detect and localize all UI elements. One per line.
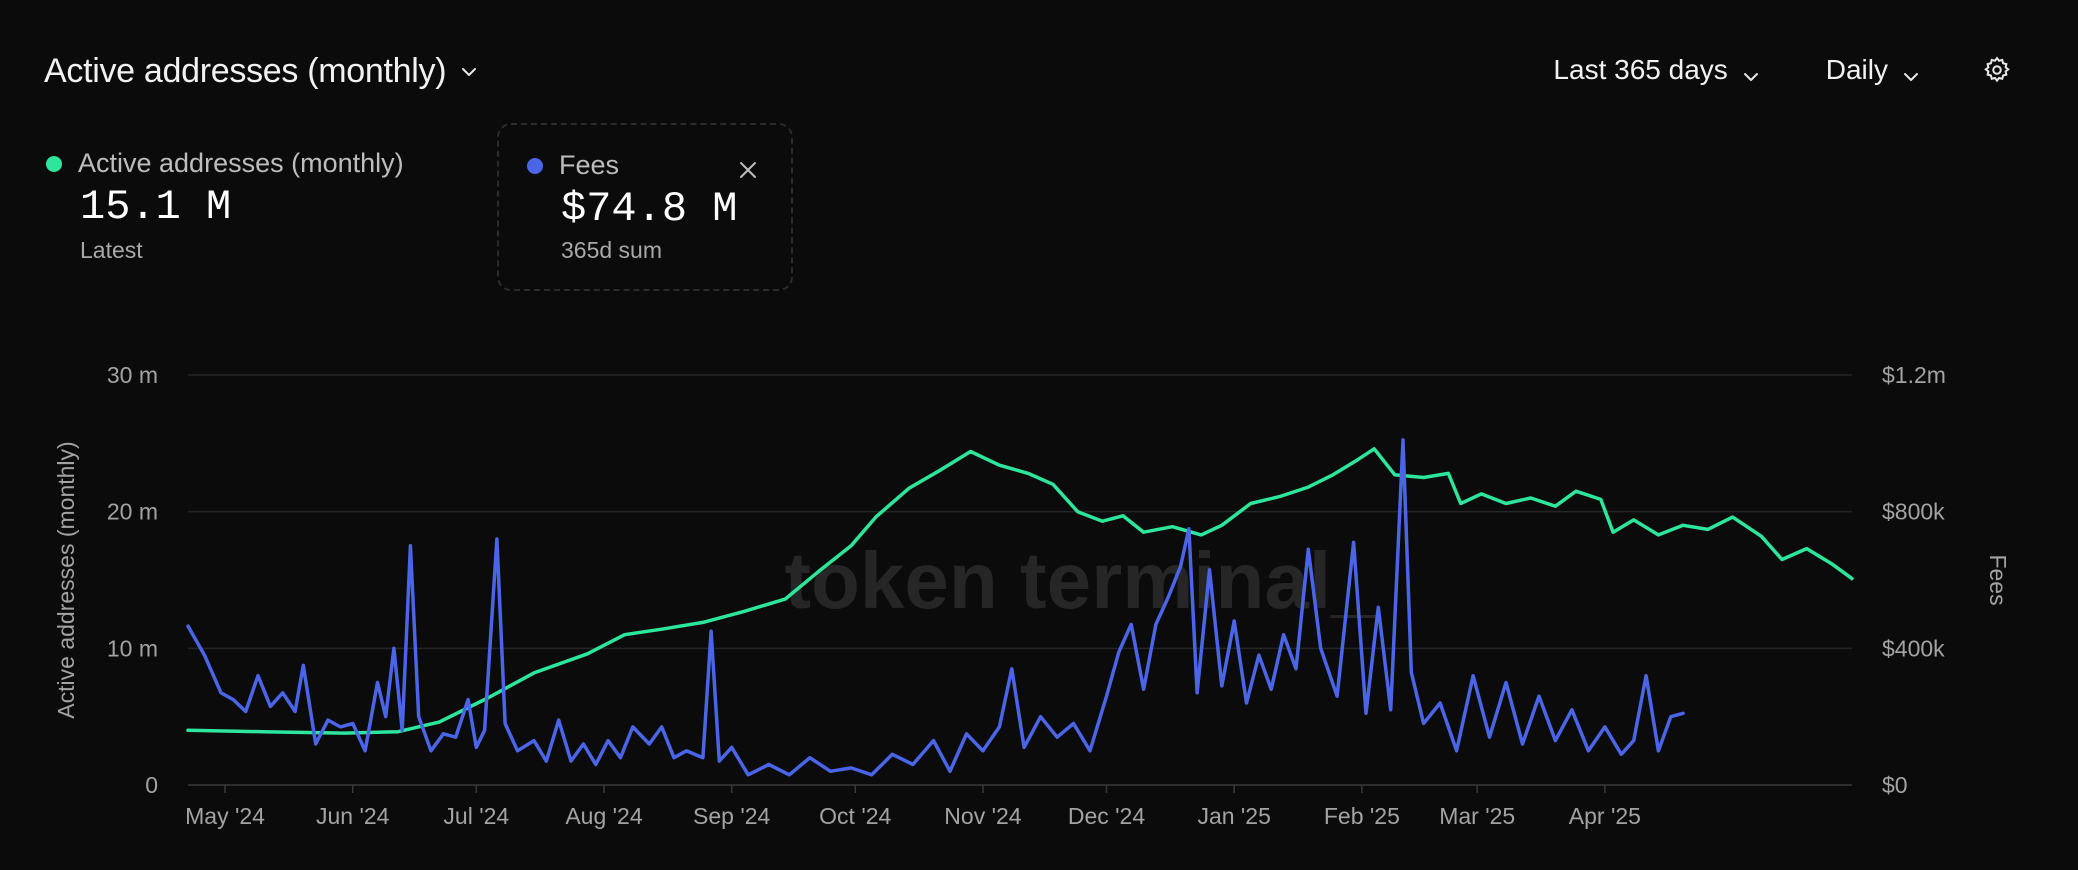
- x-tick-label: Jul '24: [443, 803, 509, 829]
- series-line-active-addresses-monthly[interactable]: [186, 447, 1854, 735]
- chevron-down-icon: [1742, 61, 1760, 81]
- y-left-tick-label: 0: [145, 772, 158, 798]
- granularity-dropdown[interactable]: Daily: [1826, 54, 1920, 86]
- gear-icon[interactable]: [1982, 55, 2012, 85]
- y-left-tick-label: 30 m: [107, 362, 158, 388]
- time-range-label: Last 365 days: [1553, 54, 1728, 85]
- series-color-dot: [46, 155, 62, 172]
- metric-value: 15.1 M: [80, 183, 232, 231]
- x-tick-label: May '24: [185, 803, 265, 829]
- time-range-dropdown[interactable]: Last 365 days: [1553, 54, 1759, 86]
- chevron-down-icon: [460, 63, 478, 81]
- x-tick-label: Dec '24: [1068, 803, 1145, 829]
- metric-label: Active addresses (monthly): [78, 148, 404, 178]
- y-right-tick-label: $800k: [1882, 499, 1945, 525]
- y-axis-right-title: Fees: [1985, 554, 2011, 605]
- x-tick-label: Nov '24: [944, 803, 1021, 829]
- x-tick-label: Jun '24: [316, 803, 390, 829]
- x-tick-label: Feb '25: [1324, 803, 1400, 829]
- x-tick-label: Jan '25: [1197, 803, 1270, 829]
- watermark: token terminal_: [784, 536, 1377, 625]
- y-right-tick-label: $400k: [1882, 635, 1945, 661]
- chart-metric-selector[interactable]: Active addresses (monthly): [44, 52, 478, 91]
- metric-value: $74.8 M: [561, 185, 738, 233]
- page-title: Active addresses (monthly): [44, 52, 447, 90]
- chevron-down-icon: [1902, 61, 1920, 81]
- y-left-tick-label: 20 m: [107, 499, 158, 525]
- x-tick-label: Mar '25: [1439, 803, 1515, 829]
- y-axis-left-title: Active addresses (monthly): [53, 441, 79, 718]
- chart-controls: Last 365 days Daily: [1553, 54, 2012, 86]
- metric-card-active-addresses[interactable]: Active addresses (monthly) 15.1 M Latest: [46, 148, 404, 264]
- metric-label: Fees: [559, 150, 620, 180]
- x-tick-label: Apr '25: [1569, 803, 1641, 829]
- series-color-dot: [527, 157, 543, 174]
- y-right-tick-label: $1.2m: [1882, 362, 1946, 388]
- x-tick-label: Sep '24: [693, 803, 770, 829]
- series-line-fees[interactable]: [186, 438, 1685, 777]
- x-tick-label: Aug '24: [565, 803, 642, 829]
- granularity-label: Daily: [1825, 54, 1888, 85]
- close-icon[interactable]: [737, 159, 759, 181]
- metric-sub: Latest: [80, 237, 143, 263]
- y-right-tick-label: $0: [1882, 772, 1908, 798]
- y-left-tick-label: 10 m: [107, 635, 158, 661]
- metric-card-fees[interactable]: Fees $74.8 M 365d sum: [497, 123, 793, 291]
- metric-sub: 365d sum: [561, 237, 663, 263]
- x-tick-label: Oct '24: [819, 803, 891, 829]
